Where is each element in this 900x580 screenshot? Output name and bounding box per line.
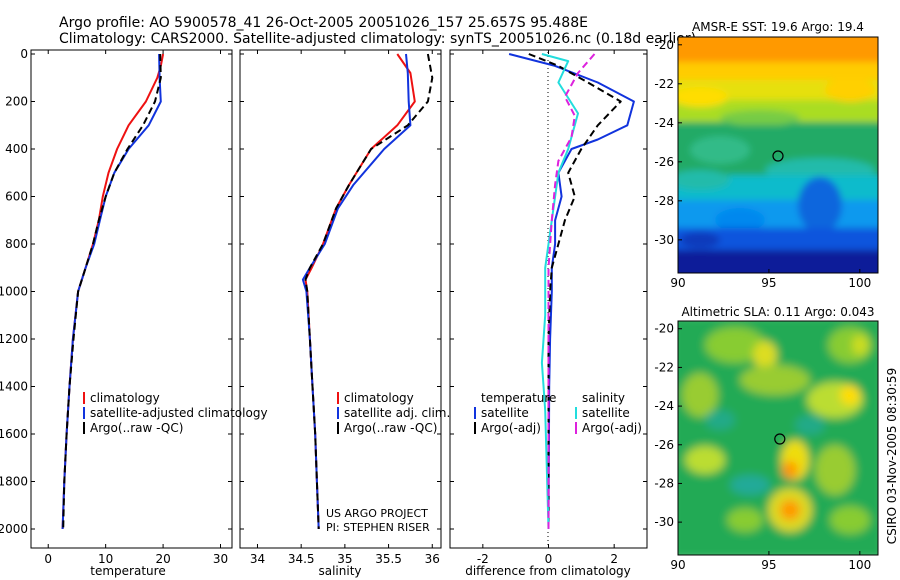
difference-legend: temperature satellite Argo(-adj) salinit… — [474, 391, 642, 435]
y-tick-label: -22 — [654, 77, 674, 91]
sla-argo-marker — [774, 433, 786, 445]
salinity-panel: 34 34.5 35 35.5 36 salinity climatology sate… — [239, 49, 450, 578]
y-tick-label: 1600 — [0, 427, 28, 441]
sst-map-frame — [677, 36, 879, 274]
y-tick-label: -28 — [654, 194, 674, 208]
y-tick-label: 200 — [5, 95, 28, 109]
legend-label-temp-argo: Argo(-adj) — [481, 421, 541, 435]
y-tick-label: -24 — [654, 399, 674, 413]
legend-title-temperature: temperature — [481, 391, 556, 405]
x-tick-label: 30 — [213, 552, 228, 566]
y-tick-label: -26 — [654, 155, 674, 169]
legend-label-temp-satellite: satellite — [481, 406, 529, 420]
x-tick-label: 95 — [761, 558, 776, 572]
x-tick-label: 20 — [155, 552, 170, 566]
y-tick-label: -28 — [654, 476, 674, 490]
series-line-satellite-adjusted-climatology — [61, 53, 162, 530]
series-line-salinity-argo-adj — [547, 53, 596, 529]
legend-label-satellite-adj: satellite adj. clim. — [344, 406, 450, 420]
x-tick-label: 100 — [848, 558, 871, 572]
sla-map-frame — [677, 320, 879, 556]
temperature-legend: climatology satellite-adjusted climatolo… — [83, 391, 268, 435]
x-tick-label: 2 — [610, 552, 618, 566]
difference-panel: -2 0 2 difference from climatology tempera… — [449, 49, 648, 578]
y-tick-label: 0 — [20, 47, 28, 61]
series-line-argo-raw-qc — [304, 53, 434, 530]
x-tick-label: 34 — [250, 552, 265, 566]
legend-label-climatology: climatology — [90, 391, 160, 405]
header-line1: Argo profile: AO 5900578_41 26-Oct-2005 … — [59, 15, 588, 31]
legend-label-argo: Argo(..raw -QC) — [344, 421, 437, 435]
x-tick-label: 34.5 — [288, 552, 315, 566]
sst-argo-marker — [772, 150, 784, 162]
x-tick-label: -2 — [477, 552, 489, 566]
x-tick-label: 95 — [761, 276, 776, 290]
temperature-axes-frame — [30, 49, 233, 549]
y-tick-label: 1200 — [0, 332, 28, 346]
series-line-temperature-argo-adj — [528, 53, 622, 529]
y-tick-label: -22 — [654, 360, 674, 374]
y-tick-label: 1000 — [0, 285, 28, 299]
y-tick-label: -20 — [654, 322, 674, 336]
x-tick-label: 35 — [337, 552, 352, 566]
sla-map-panel: Altimetric SLA: 0.11 Argo: 0.043 — [654, 305, 879, 572]
legend-label-sal-satellite: satellite — [582, 406, 630, 420]
y-tick-label: -20 — [654, 38, 674, 52]
project-note: US ARGO PROJECT — [326, 507, 428, 520]
salinity-axes-frame — [239, 49, 442, 549]
y-tick-label: 800 — [5, 237, 28, 251]
y-tick-label: 1800 — [0, 475, 28, 489]
x-tick-label: 100 — [848, 276, 871, 290]
x-tick-label: 35.5 — [375, 552, 402, 566]
header-line2: Climatology: CARS2000. Satellite-adjuste… — [59, 31, 696, 47]
y-tick-label: -30 — [654, 515, 674, 529]
legend-label-satellite-adjusted: satellite-adjusted climatology — [90, 406, 268, 420]
legend-label-argo: Argo(..raw -QC) — [90, 421, 183, 435]
x-tick-label: 90 — [670, 276, 685, 290]
y-tick-label: -26 — [654, 438, 674, 452]
series-line-climatology — [304, 53, 416, 530]
series-line-salinity-satellite — [540, 53, 579, 530]
x-tick-label: 10 — [98, 552, 113, 566]
legend-label-sal-argo: Argo(-adj) — [582, 421, 642, 435]
x-tick-label: 36 — [425, 552, 440, 566]
series-line-temperature-satellite — [508, 53, 635, 530]
series-line-satellite-adj-clim — [301, 53, 412, 530]
y-tick-label: 1400 — [0, 380, 28, 394]
y-tick-label: 600 — [5, 190, 28, 204]
x-tick-label: 90 — [670, 558, 685, 572]
series-line-argo-raw-qc — [62, 53, 162, 530]
sst-heatmap — [678, 37, 878, 273]
salinity-legend: climatology satellite adj. clim. Argo(..… — [337, 391, 450, 435]
y-tick-label: -30 — [654, 233, 674, 247]
temperature-panel: 0 10 20 30 0 200 400 600 800 1000 1200 1400 1600 1800… — [0, 47, 268, 578]
salinity-xlabel: salinity — [318, 564, 361, 578]
difference-xlabel: difference from climatology — [465, 564, 631, 578]
x-tick-label: 0 — [545, 552, 553, 566]
y-tick-label: 400 — [5, 142, 28, 156]
pi-note: PI: STEPHEN RISER — [326, 521, 430, 534]
legend-title-salinity: salinity — [582, 391, 625, 405]
side-stamp: CSIRO 03-Nov-2005 08:30:59 — [885, 368, 899, 544]
sla-map-title: Altimetric SLA: 0.11 Argo: 0.043 — [681, 305, 874, 319]
x-tick-label: 0 — [44, 552, 52, 566]
y-tick-label: 2000 — [0, 522, 28, 536]
y-tick-label: -24 — [654, 116, 674, 130]
sla-heatmap — [678, 321, 878, 555]
temperature-xlabel: temperature — [90, 564, 165, 578]
sst-map-title: AMSR-E SST: 19.6 Argo: 19.4 — [692, 20, 864, 34]
legend-label-climatology: climatology — [344, 391, 414, 405]
sst-map-panel: AMSR-E SST: 19.6 Argo: 19.4 — [654, 20, 879, 290]
